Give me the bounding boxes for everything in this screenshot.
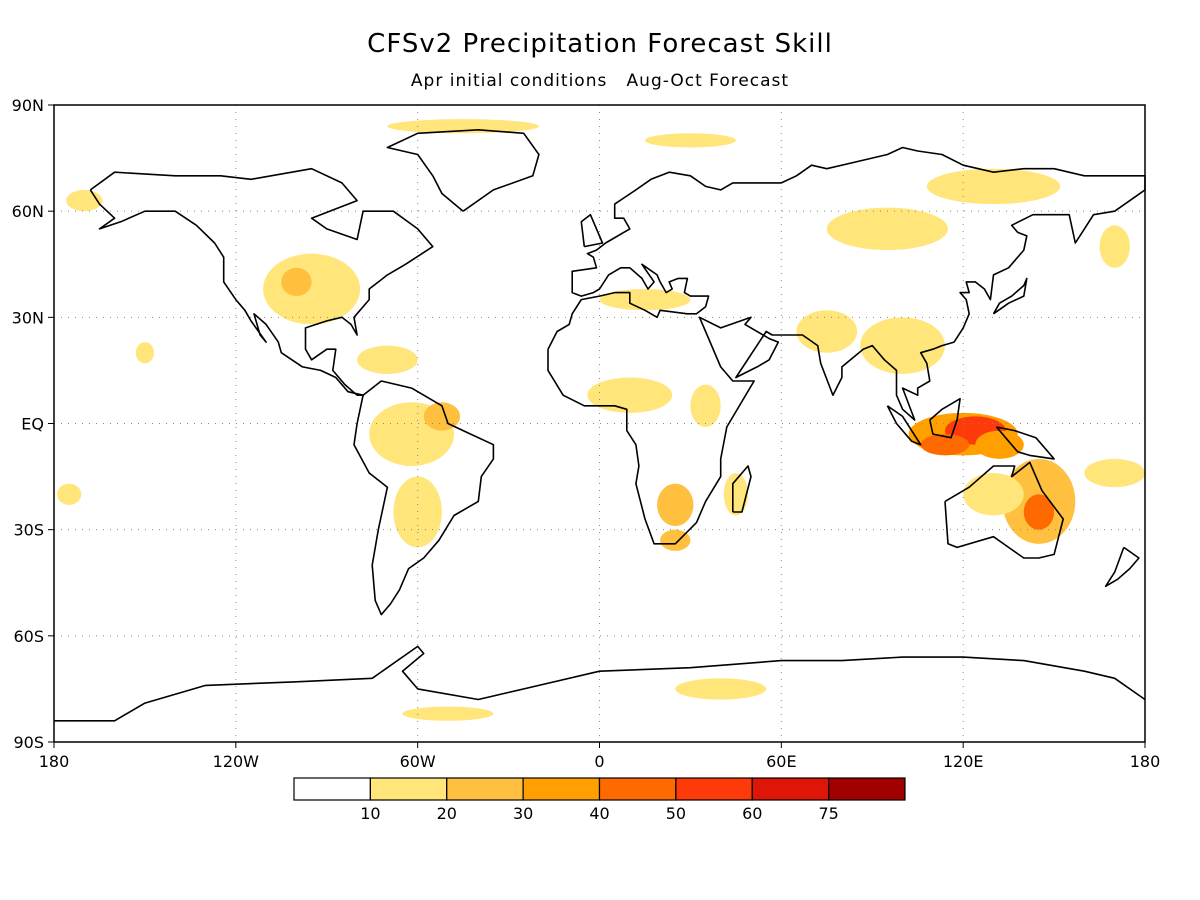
coastline-new-guinea <box>995 426 1055 460</box>
plot-area <box>53 104 1146 743</box>
coastline-australia <box>944 461 1064 559</box>
skill-patch-20 <box>263 253 361 325</box>
skill-patch-22 <box>357 345 418 374</box>
skill-patch-9 <box>796 310 858 353</box>
colorbar-swatch-6 <box>751 777 830 801</box>
colorbar: 10 20 30 40 50 60 75 <box>293 777 906 823</box>
skill-patch-21 <box>281 267 312 297</box>
lat-tick-label: EQ <box>21 415 44 434</box>
skill-patch-7 <box>1084 458 1145 488</box>
lon-tick-label: 0 <box>594 752 604 771</box>
coastline-layer <box>54 129 1146 722</box>
lon-tick-label: 60E <box>766 752 796 771</box>
lon-tick-label: 180 <box>1130 752 1161 771</box>
map-title: CFSv2 Precipitation Forecast Skill <box>367 29 833 59</box>
lat-tick-label: 30N <box>12 308 44 327</box>
colorbar-label: 20 <box>437 804 457 823</box>
skill-patch-23 <box>387 119 539 134</box>
lon-tick-label: 180 <box>39 752 70 771</box>
lat-tick-label: 90S <box>13 733 44 752</box>
colorbar-label: 10 <box>360 804 380 823</box>
colorbar-swatch-2 <box>446 777 524 801</box>
coastline-japan <box>992 277 1028 315</box>
skill-patch-5 <box>1023 494 1055 530</box>
skill-patch-13 <box>660 529 691 551</box>
skill-shading-layer <box>57 119 1145 721</box>
colorbar-swatch-3 <box>522 777 601 801</box>
colorbar-swatch-5 <box>675 777 753 801</box>
coastline-africa-eurasia <box>547 146 1146 545</box>
skill-patch-10 <box>826 207 949 251</box>
skill-patch-28 <box>402 706 494 721</box>
skill-patch-11 <box>926 168 1061 205</box>
skill-patch-16 <box>690 384 721 428</box>
lon-tick-label: 120W <box>213 752 260 771</box>
coastline-britain <box>580 213 604 248</box>
lat-tick-label: 30S <box>13 521 44 540</box>
skill-patch-3 <box>975 430 1024 459</box>
coastline-new-zealand <box>1104 546 1140 588</box>
skill-patch-29 <box>57 483 82 505</box>
longitude-axis-labels: 180 120W 60W 0 60E 120E 180 <box>39 742 1161 771</box>
colorbar-swatch-4 <box>598 777 677 801</box>
skill-patch-15 <box>587 377 673 413</box>
colorbar-label: 60 <box>742 804 762 823</box>
latitude-axis-labels: 90N 60N 30N EQ 30S 60S 90S <box>12 96 54 752</box>
colorbar-label: 50 <box>666 804 686 823</box>
skill-patch-6 <box>963 473 1024 516</box>
coastline-greenland <box>386 129 540 212</box>
skill-patch-27 <box>675 678 767 700</box>
skill-patch-14 <box>723 473 748 516</box>
colorbar-swatch-0 <box>293 777 371 801</box>
skill-patch-24 <box>644 133 736 148</box>
coastline-north-america <box>89 167 434 397</box>
coastline-south-america <box>353 380 495 616</box>
skill-patch-2 <box>920 434 970 456</box>
lat-tick-label: 60S <box>13 627 44 646</box>
lat-tick-label: 90N <box>12 96 44 115</box>
coastline-borneo <box>929 397 961 439</box>
colorbar-label: 30 <box>513 804 533 823</box>
lat-tick-label: 60N <box>12 202 44 221</box>
coastline-madagascar <box>731 465 752 513</box>
skill-patch-30 <box>1099 225 1130 268</box>
map-subtitle: Apr initial conditions Aug-Oct Forecast <box>411 71 789 91</box>
colorbar-swatch-1 <box>369 777 448 801</box>
lon-tick-label: 120E <box>943 752 984 771</box>
coastline-antarctica <box>54 645 1146 722</box>
colorbar-swatch-7 <box>828 777 906 801</box>
coastline-sumatra <box>886 405 922 446</box>
lon-tick-label: 60W <box>400 752 436 771</box>
skill-patch-8 <box>860 317 945 374</box>
skill-patch-12 <box>657 483 694 527</box>
colorbar-label: 40 <box>589 804 609 823</box>
skill-patch-25 <box>135 342 155 364</box>
skill-patch-31 <box>599 289 691 311</box>
colorbar-label: 75 <box>818 804 838 823</box>
